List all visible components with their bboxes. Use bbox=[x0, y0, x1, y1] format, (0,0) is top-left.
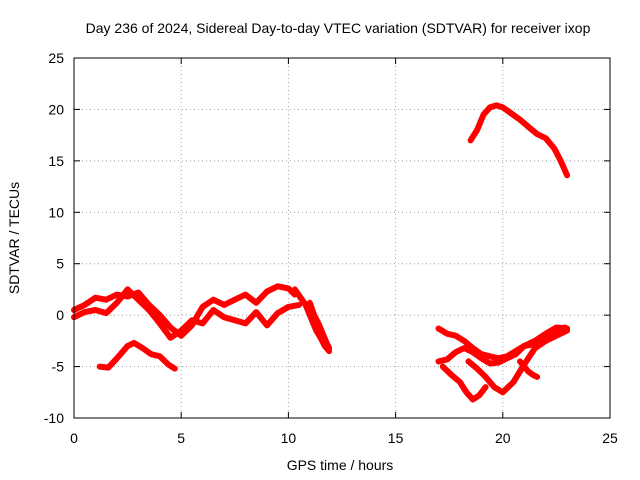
x-tick-label: 15 bbox=[388, 430, 404, 446]
y-tick-label: 25 bbox=[48, 50, 64, 66]
x-tick-label: 25 bbox=[602, 430, 618, 446]
series-line-segment-5 bbox=[306, 299, 333, 352]
series-line-segment-10 bbox=[465, 324, 568, 396]
y-tick-label: -10 bbox=[44, 410, 64, 426]
series-line-segment-1 bbox=[71, 283, 298, 339]
y-tick-label: 0 bbox=[56, 307, 64, 323]
series-line-segment-8 bbox=[435, 324, 571, 367]
plot-frame bbox=[73, 57, 611, 419]
grid-layer bbox=[74, 58, 610, 418]
x-tick-label: 10 bbox=[281, 430, 297, 446]
y-tick-label: 15 bbox=[48, 153, 64, 169]
chart-title: Day 236 of 2024, Sidereal Day-to-day VTE… bbox=[86, 20, 591, 36]
y-axis-label: SDTVAR / TECUs bbox=[6, 182, 22, 294]
x-tick-label: 20 bbox=[495, 430, 511, 446]
tick-label-layer: 0 5 10 15 20 25 -10 -5 0 5 10 15 20 25 bbox=[44, 50, 618, 446]
series-line-segment-2 bbox=[71, 286, 303, 341]
series-layer bbox=[71, 102, 571, 403]
y-tick-label: -5 bbox=[52, 359, 65, 375]
x-tick-label: 5 bbox=[177, 430, 185, 446]
series-line-segment-9 bbox=[439, 363, 489, 403]
series-line-segment-11 bbox=[517, 358, 541, 380]
tick-layer bbox=[73, 57, 611, 419]
x-axis-label: GPS time / hours bbox=[287, 457, 394, 473]
y-tick-label: 20 bbox=[48, 101, 64, 117]
y-tick-label: 10 bbox=[48, 204, 64, 220]
x-tick-label: 0 bbox=[70, 430, 78, 446]
series-line-segment-3 bbox=[96, 339, 178, 372]
series-line-segment-6 bbox=[467, 102, 571, 179]
y-tick-label: 5 bbox=[56, 256, 64, 272]
